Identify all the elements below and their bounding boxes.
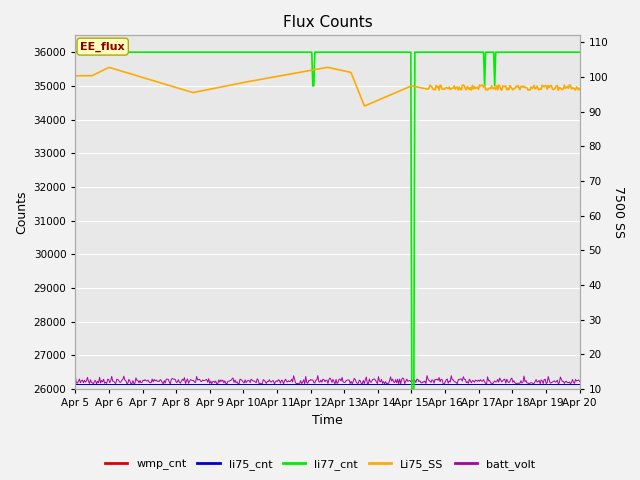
Legend: wmp_cnt, li75_cnt, li77_cnt, Li75_SS, batt_volt: wmp_cnt, li75_cnt, li77_cnt, Li75_SS, ba… (100, 455, 540, 474)
Y-axis label: 7500 SS: 7500 SS (612, 186, 625, 238)
Title: Flux Counts: Flux Counts (283, 15, 372, 30)
Y-axis label: Counts: Counts (15, 191, 28, 234)
Text: EE_flux: EE_flux (81, 41, 125, 52)
X-axis label: Time: Time (312, 414, 343, 427)
